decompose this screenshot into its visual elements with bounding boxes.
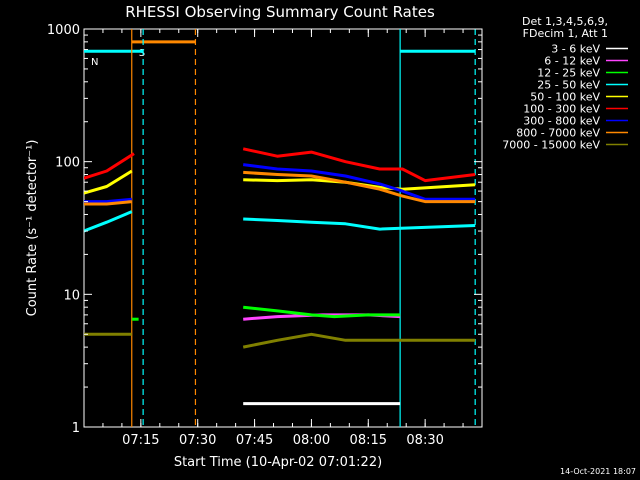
x-tick-label: 08:30 <box>406 433 443 448</box>
legend-header-line: FDecim 1, Att 1 <box>523 27 608 40</box>
series-line <box>242 147 476 183</box>
flag-label: N <box>91 57 98 68</box>
legend-header-line: Det 1,3,4,5,6,9, <box>522 15 608 28</box>
y-tick-label: 10 <box>63 288 80 303</box>
y-tick-label: 1 <box>72 421 80 436</box>
y-tick-label: 100 <box>55 156 80 171</box>
series-line <box>243 217 476 231</box>
x-tick-label: 08:00 <box>293 433 330 448</box>
series-line <box>243 170 476 204</box>
legend-entry-label: 800 - 7000 keV <box>516 127 600 140</box>
legend-entry-label: 50 - 100 keV <box>530 91 600 104</box>
legend-entry-label: 6 - 12 keV <box>544 55 600 68</box>
legend-entry-label: 100 - 300 keV <box>523 103 600 116</box>
x-tick-label: 07:30 <box>179 433 216 448</box>
x-tick-label: 08:15 <box>350 433 387 448</box>
y-axis-label: Count Rate (s⁻¹ detector⁻¹) <box>25 140 40 317</box>
series-line <box>242 332 476 349</box>
series-line <box>243 305 401 319</box>
flag-label: S <box>139 48 145 59</box>
series-line <box>84 152 135 180</box>
plot-frame <box>83 28 483 428</box>
series-line <box>84 169 133 195</box>
legend-entry-label: 25 - 50 keV <box>537 79 600 92</box>
y-tick-label: 1000 <box>47 23 80 38</box>
x-tick-label: 07:45 <box>236 433 273 448</box>
series-line <box>84 200 132 206</box>
x-tick-label: 07:15 <box>122 433 159 448</box>
legend-entry-label: 3 - 6 keV <box>551 43 600 56</box>
series-line <box>84 210 133 233</box>
series-line <box>243 163 476 201</box>
series-line <box>84 197 132 204</box>
timestamp-text: 14-Oct-2021 18:07 <box>560 467 636 476</box>
legend-entry-label: 12 - 25 keV <box>537 67 600 80</box>
chart-title: RHESSI Observing Summary Count Rates <box>125 3 435 21</box>
legend-entry-label: 7000 - 15000 keV <box>502 139 600 152</box>
x-axis-label: Start Time (10-Apr-02 07:01:22) <box>174 455 382 470</box>
legend-entry-label: 300 - 800 keV <box>523 115 600 128</box>
